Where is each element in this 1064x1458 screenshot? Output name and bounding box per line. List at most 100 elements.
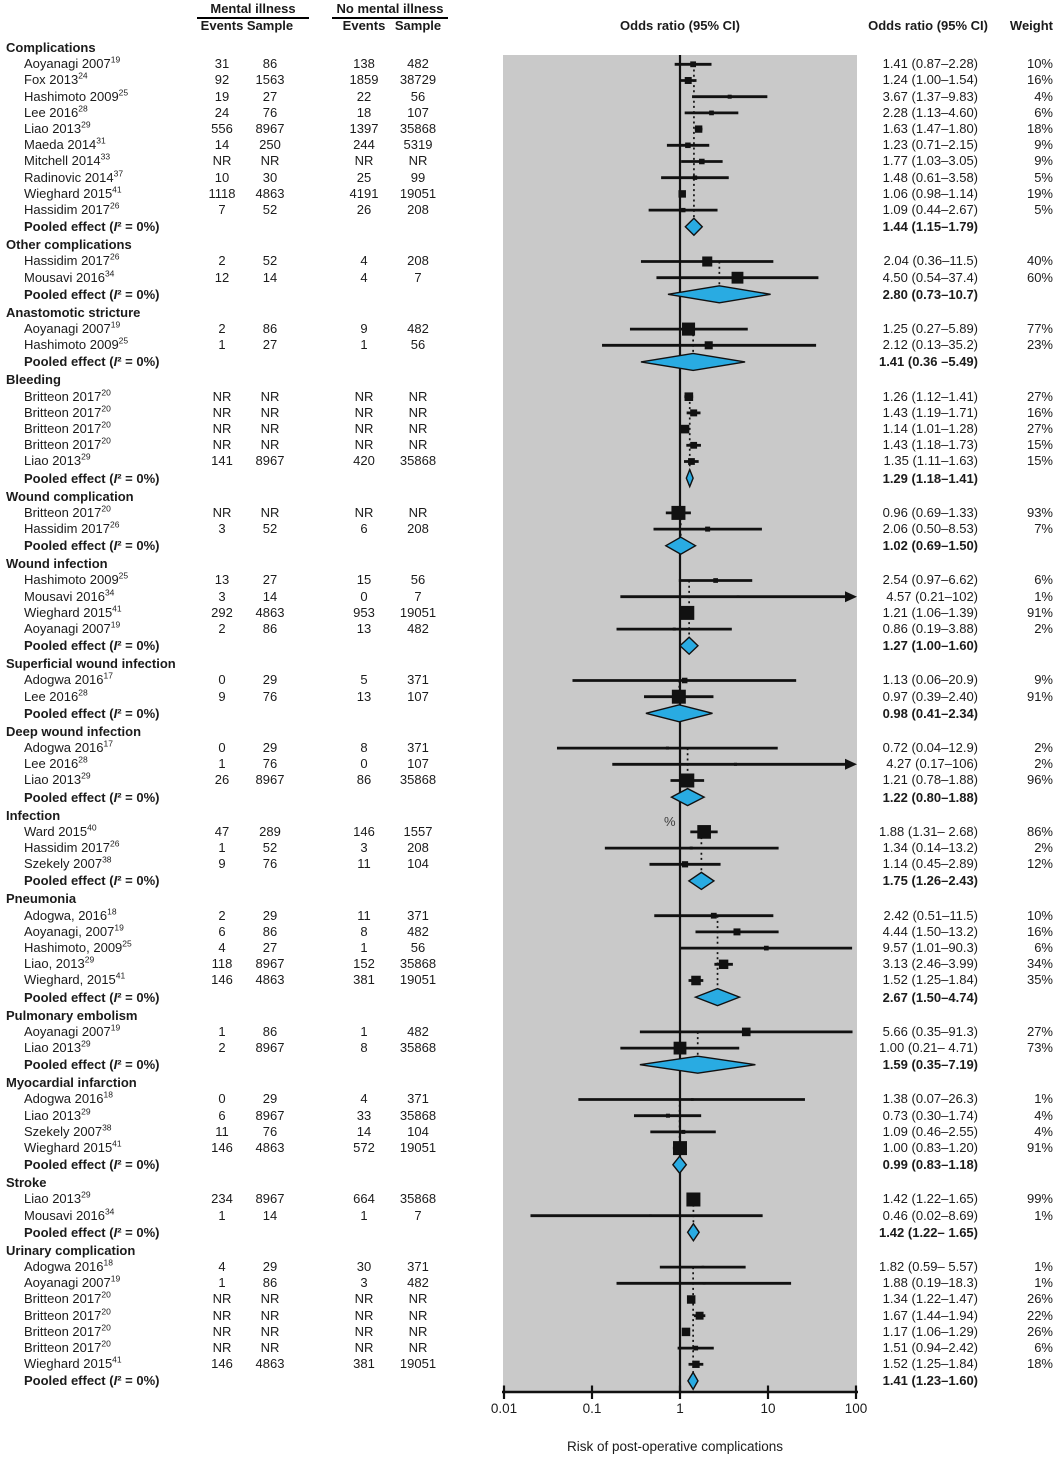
study-label: Liao 201329 bbox=[24, 1038, 91, 1055]
mi-events-value: 146 bbox=[211, 1356, 233, 1372]
nmi-events-value: 664 bbox=[353, 1191, 375, 1207]
study-label: Lee 201628 bbox=[24, 687, 88, 704]
mi-events-value: 9 bbox=[218, 856, 226, 872]
or-point-marker bbox=[690, 61, 697, 68]
or-point-marker bbox=[680, 605, 695, 620]
mi-sample-value: NR bbox=[260, 388, 280, 404]
pooled-effect-label: Pooled effect (I² = 0%) bbox=[24, 354, 160, 370]
nmi-sample-value: 56 bbox=[410, 337, 426, 353]
mi-sample-value: 86 bbox=[262, 321, 278, 336]
nmi-sample-value: 104 bbox=[407, 1123, 429, 1139]
study-ref: 34 bbox=[104, 587, 115, 598]
study-label: Hashimoto 200925 bbox=[24, 571, 129, 588]
pooled-or-ci-text: 1.59 (0.35–7.19) bbox=[882, 1057, 978, 1073]
nmi-sample-value: NR bbox=[408, 437, 428, 453]
nmi-sample-value: 5319 bbox=[403, 137, 433, 153]
study-label: Wieghard, 201541 bbox=[24, 971, 126, 988]
nmi-sample-value: 19051 bbox=[399, 185, 437, 201]
weight-text: 10% bbox=[1026, 907, 1053, 923]
study-ref: 19 bbox=[114, 922, 124, 933]
or-point-marker bbox=[702, 1282, 706, 1285]
study-ref: 19 bbox=[110, 1273, 121, 1284]
nmi-events-value: 420 bbox=[353, 453, 375, 469]
mi-events-value: 0 bbox=[218, 740, 226, 755]
or-point-marker bbox=[672, 627, 676, 631]
or-point-marker bbox=[690, 441, 698, 449]
mi-events-value: 2 bbox=[218, 321, 226, 336]
mi-sample-value: 76 bbox=[262, 688, 278, 704]
mi-sample-value: 8967 bbox=[255, 453, 285, 469]
nmi-sample-value: 35868 bbox=[399, 453, 437, 469]
or-ci-text: 0.73 (0.30–1.74) bbox=[882, 1107, 978, 1123]
mi-events-value: 1118 bbox=[208, 185, 236, 201]
study-label: Aoyanagi, 200719 bbox=[24, 922, 124, 939]
study-label: Britteon 201720 bbox=[24, 1322, 111, 1339]
pooled-or-ci-text: 2.80 (0.73–10.7) bbox=[882, 286, 978, 302]
mi-events-value: NR bbox=[212, 437, 232, 453]
nmi-events-value: 86 bbox=[356, 772, 372, 788]
mi-sample-column-header: Sample bbox=[246, 18, 294, 33]
or-ci-text: 1.13 (0.06–20.9) bbox=[882, 672, 978, 688]
nmi-sample-value: 35868 bbox=[399, 121, 437, 136]
nmi-events-value: NR bbox=[354, 421, 374, 436]
nmi-sample-value: 482 bbox=[407, 923, 429, 939]
weight-text: 5% bbox=[1034, 169, 1053, 185]
pooled-effect-label: Pooled effect (I² = 0%) bbox=[24, 638, 160, 654]
mi-sample-value: 76 bbox=[262, 1123, 278, 1139]
study-ref: 19 bbox=[110, 619, 121, 630]
x-axis-tick-label: 10 bbox=[760, 1401, 776, 1416]
weight-text: 34% bbox=[1026, 956, 1053, 972]
or-ci-text: 4.57 (0.21–102) bbox=[886, 588, 978, 604]
study-ref: 41 bbox=[112, 603, 122, 614]
no-mental-illness-group-header: No mental illness bbox=[332, 1, 448, 19]
or-point-marker bbox=[688, 458, 695, 465]
or-ci-text: 1.14 (1.01–1.28) bbox=[882, 421, 978, 436]
or-point-marker bbox=[689, 846, 693, 850]
mi-sample-value: 4863 bbox=[255, 972, 285, 988]
mi-events-value: 26 bbox=[214, 772, 230, 788]
pooled-effect-label: Pooled effect (I² = 0%) bbox=[24, 286, 160, 302]
pooled-or-ci-text: 1.41 (1.23–1.60) bbox=[882, 1373, 978, 1389]
or-point-marker bbox=[685, 142, 691, 149]
weight-text: 12% bbox=[1026, 856, 1053, 872]
pooled-or-ci-text: 1.29 (1.18–1.41) bbox=[882, 470, 978, 486]
pooled-diamond bbox=[671, 1155, 688, 1175]
section-header: Wound infection bbox=[6, 556, 108, 572]
or-point-marker bbox=[693, 1345, 699, 1351]
study-label: Liao 201329 bbox=[24, 771, 91, 788]
or-ci-text: 1.88 (0.19–18.3) bbox=[882, 1275, 978, 1291]
section-header: Stroke bbox=[6, 1175, 47, 1191]
or-ci-text: 1.09 (0.44–2.67) bbox=[882, 202, 978, 217]
study-label: Lee 201628 bbox=[24, 103, 88, 120]
mi-events-value: 1 bbox=[218, 1207, 226, 1223]
or-ci-text: 1.00 (0.83–1.20) bbox=[882, 1140, 978, 1155]
nmi-events-value: 1 bbox=[360, 1207, 368, 1223]
mi-sample-value: 27 bbox=[262, 337, 278, 353]
study-ref: 24 bbox=[78, 71, 88, 82]
nmi-events-value: NR bbox=[354, 504, 374, 520]
or-ci-text: 2.54 (0.97–6.62) bbox=[882, 572, 978, 588]
pooled-effect-label: Pooled effect (I² = 0%) bbox=[24, 538, 160, 554]
nmi-sample-value: 35868 bbox=[399, 1191, 437, 1207]
or-point-marker bbox=[680, 773, 695, 788]
nmi-events-value: 6 bbox=[360, 521, 368, 536]
mi-sample-value: 8967 bbox=[255, 1040, 285, 1055]
study-label: Hassidim 201726 bbox=[24, 200, 120, 217]
nmi-sample-value: 208 bbox=[407, 840, 429, 855]
weight-text: 6% bbox=[1034, 572, 1053, 588]
or-point-marker bbox=[691, 975, 701, 986]
nmi-sample-value: 7 bbox=[414, 269, 422, 285]
weight-text: 1% bbox=[1034, 588, 1053, 604]
or-ci-text: 2.42 (0.51–11.5) bbox=[883, 907, 978, 923]
study-ref: 18 bbox=[103, 1090, 113, 1101]
or-point-marker bbox=[695, 125, 703, 133]
or-point-marker bbox=[727, 94, 732, 99]
weight-text: 15% bbox=[1026, 453, 1053, 469]
nmi-sample-value: 208 bbox=[407, 521, 429, 536]
x-axis-title: Risk of post-operative complications bbox=[566, 1439, 784, 1454]
mi-sample-value: 76 bbox=[262, 104, 278, 120]
mi-events-value: 2 bbox=[218, 1040, 226, 1055]
mi-sample-value: NR bbox=[260, 437, 280, 453]
weight-text: 19% bbox=[1026, 185, 1053, 201]
or-point-marker bbox=[702, 256, 713, 267]
